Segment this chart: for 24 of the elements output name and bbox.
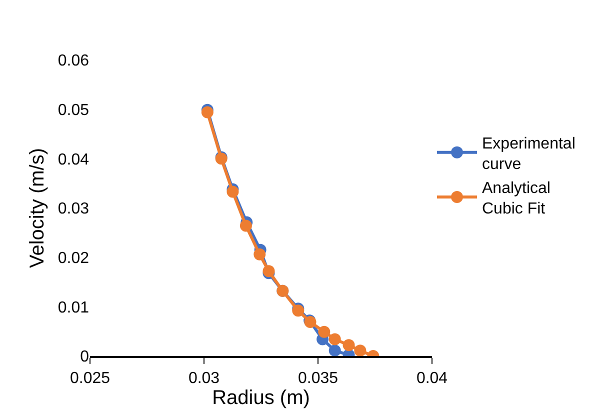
point [254,248,266,260]
point [226,186,239,198]
point [354,344,366,356]
y-tick-label: 0.03 [58,200,90,218]
y-axis-title: Velocity (m/s) [26,148,48,268]
point [240,220,252,232]
point [328,344,341,356]
y-tick-label: 0.04 [58,151,90,168]
legend-label: Experimental curve [482,135,576,174]
x-tick-label: 0.04 [416,370,448,388]
x-axis-title: Radius (m) [212,387,310,410]
y-tick-label: 0.06 [58,52,90,70]
point [342,339,355,352]
y-tick-label: 0 [80,348,90,366]
x-tick-label: 0.035 [298,370,338,388]
y-tick-label: 0.02 [58,250,90,267]
y-tick-label: 0.01 [58,299,90,316]
point [328,333,341,346]
point [318,326,330,338]
y-tick-label: 0.05 [58,102,90,119]
point [201,106,214,118]
x-tick-label: 0.025 [70,370,110,388]
legend-label: Analytical Cubic Fit [482,180,550,218]
x-tick-label: 0.03 [188,370,220,388]
